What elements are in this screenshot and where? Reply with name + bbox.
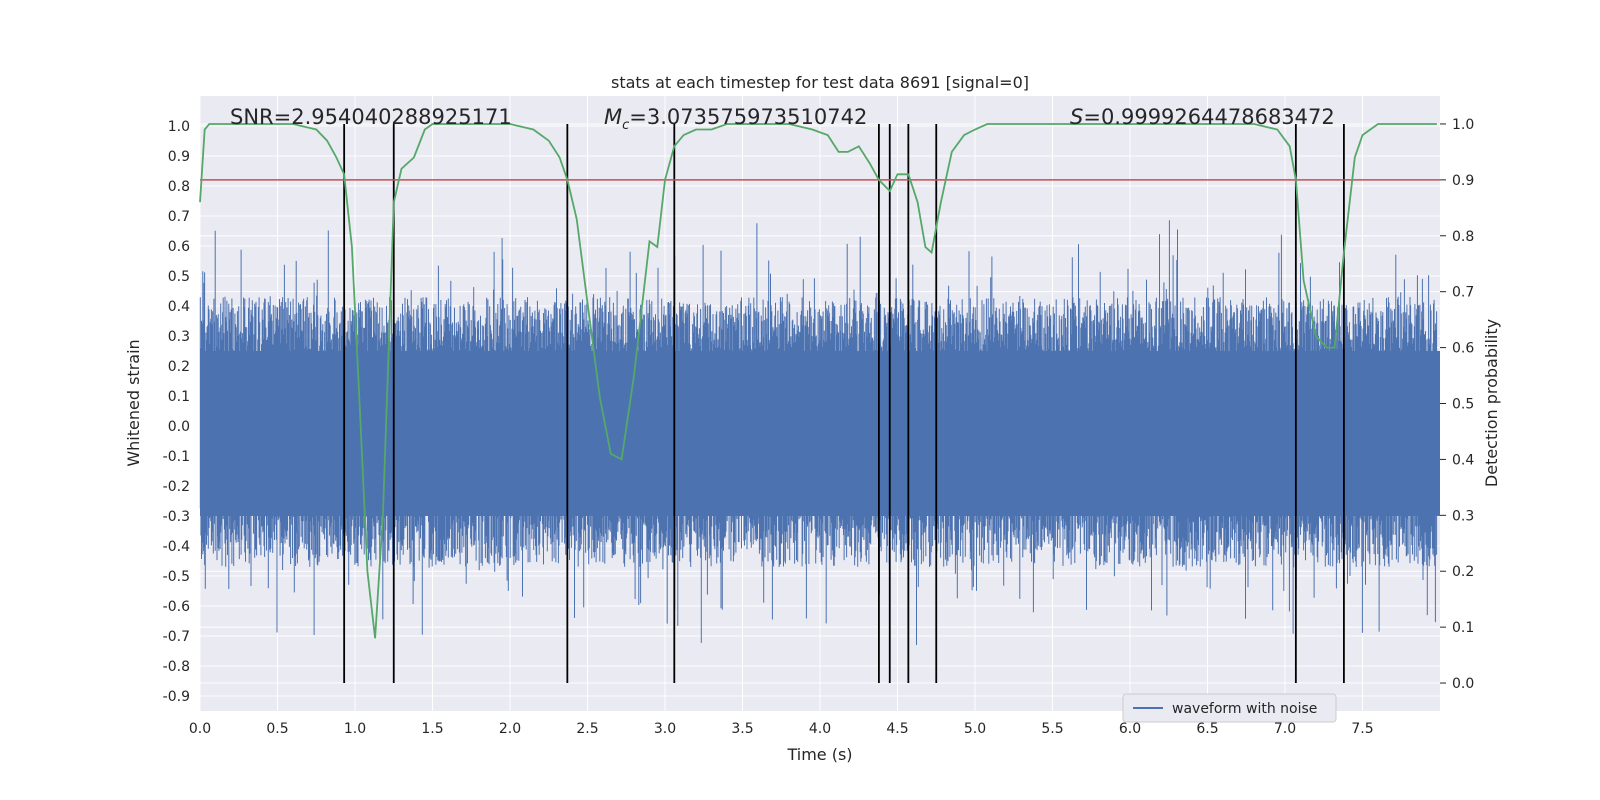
x-tick-label: 2.0 [499, 721, 521, 737]
legend: waveform with noise [1122, 693, 1337, 723]
y2-tick-label: 0.4 [1452, 452, 1474, 468]
x-tick-label: 7.5 [1351, 721, 1373, 737]
y-tick-label: 0.3 [168, 329, 190, 345]
legend-box [1122, 693, 1337, 723]
y-tick-label: -0.1 [163, 449, 190, 465]
y-tick-label: 0.2 [168, 359, 190, 375]
detection-markers [343, 123, 1345, 684]
y2-tick-label: 0.0 [1452, 676, 1474, 692]
y2-axis-label: Detection probability [1482, 319, 1501, 487]
x-tick-label: 7.0 [1274, 721, 1296, 737]
y-tick-label: 0.1 [168, 389, 190, 405]
y-tick-label: -0.4 [163, 539, 190, 555]
x-tick-label: 5.5 [1041, 721, 1063, 737]
x-tick-label: 4.0 [809, 721, 831, 737]
mc-annotation: Mc=3.073575973510742 [604, 105, 867, 133]
y-tick-label: -0.8 [163, 659, 190, 675]
chart-title: stats at each timestep for test data 869… [611, 73, 1029, 92]
y-tick-label: 0.0 [168, 419, 190, 435]
y-tick-label: -0.3 [163, 509, 190, 525]
y2-tick-label: 0.6 [1452, 341, 1474, 357]
x-axis-ticks: 0.0 0.5 1.0 1.5 2.0 2.5 3.0 3.5 4.0 4.5 5.0 5.5 6.0 6… [189, 721, 1374, 737]
y-tick-label: 0.9 [168, 149, 190, 165]
x-tick-label: 2.5 [576, 721, 598, 737]
y-tick-label: -0.6 [163, 599, 190, 615]
y-tick-label: 0.8 [168, 179, 190, 195]
y-tick-label: -0.5 [163, 569, 190, 585]
x-tick-label: 0.0 [189, 721, 211, 737]
legend-entry: waveform with noise [1172, 701, 1317, 717]
y-tick-label: 1.0 [168, 119, 190, 135]
y2-tick-label: 0.3 [1452, 508, 1474, 524]
x-tick-label: 1.0 [344, 721, 366, 737]
y2-tick-label: 1.0 [1452, 117, 1474, 133]
s-annotation: S=0.9999264478683472 [1070, 105, 1335, 129]
y-tick-label: -0.2 [163, 479, 190, 495]
y2-axis-ticks: 0.0 0.1 0.2 0.3 0.4 0.5 0.6 0.7 0.8 0.9 1.0 [1440, 117, 1474, 692]
snr-annotation: SNR=2.954040288925171 [230, 105, 512, 129]
x-tick-label: 5.0 [964, 721, 986, 737]
y-tick-label: 0.7 [168, 209, 190, 225]
y-tick-label: 0.5 [168, 269, 190, 285]
x-tick-label: 6.5 [1196, 721, 1218, 737]
y-tick-label: 0.6 [168, 239, 190, 255]
x-tick-label: 6.0 [1119, 721, 1141, 737]
y-axis-ticks: -0.9 -0.8 -0.7 -0.6 -0.5 -0.4 -0.3 -0.2 -0.1 0.0 0… [163, 119, 190, 705]
waveform-line [199, 220, 1438, 645]
x-tick-label: 1.5 [421, 721, 443, 737]
y2-tick-label: 0.7 [1452, 285, 1474, 301]
x-axis-label: Time (s) [786, 745, 852, 764]
y-tick-label: -0.9 [163, 689, 190, 705]
x-tick-label: 3.5 [731, 721, 753, 737]
y2-tick-label: 0.8 [1452, 229, 1474, 245]
y2-tick-label: 0.5 [1452, 397, 1474, 413]
y-tick-label: 0.4 [168, 299, 190, 315]
x-tick-label: 3.0 [654, 721, 676, 737]
x-tick-label: 0.5 [266, 721, 288, 737]
waveform-series [199, 220, 1440, 645]
y-axis-label: Whitened strain [124, 339, 143, 466]
y-tick-label: -0.7 [163, 629, 190, 645]
probability-series [199, 123, 1437, 639]
y2-tick-label: 0.9 [1452, 173, 1474, 189]
x-tick-label: 4.5 [886, 721, 908, 737]
y2-tick-label: 0.2 [1452, 564, 1474, 580]
y2-tick-label: 0.1 [1452, 620, 1474, 636]
